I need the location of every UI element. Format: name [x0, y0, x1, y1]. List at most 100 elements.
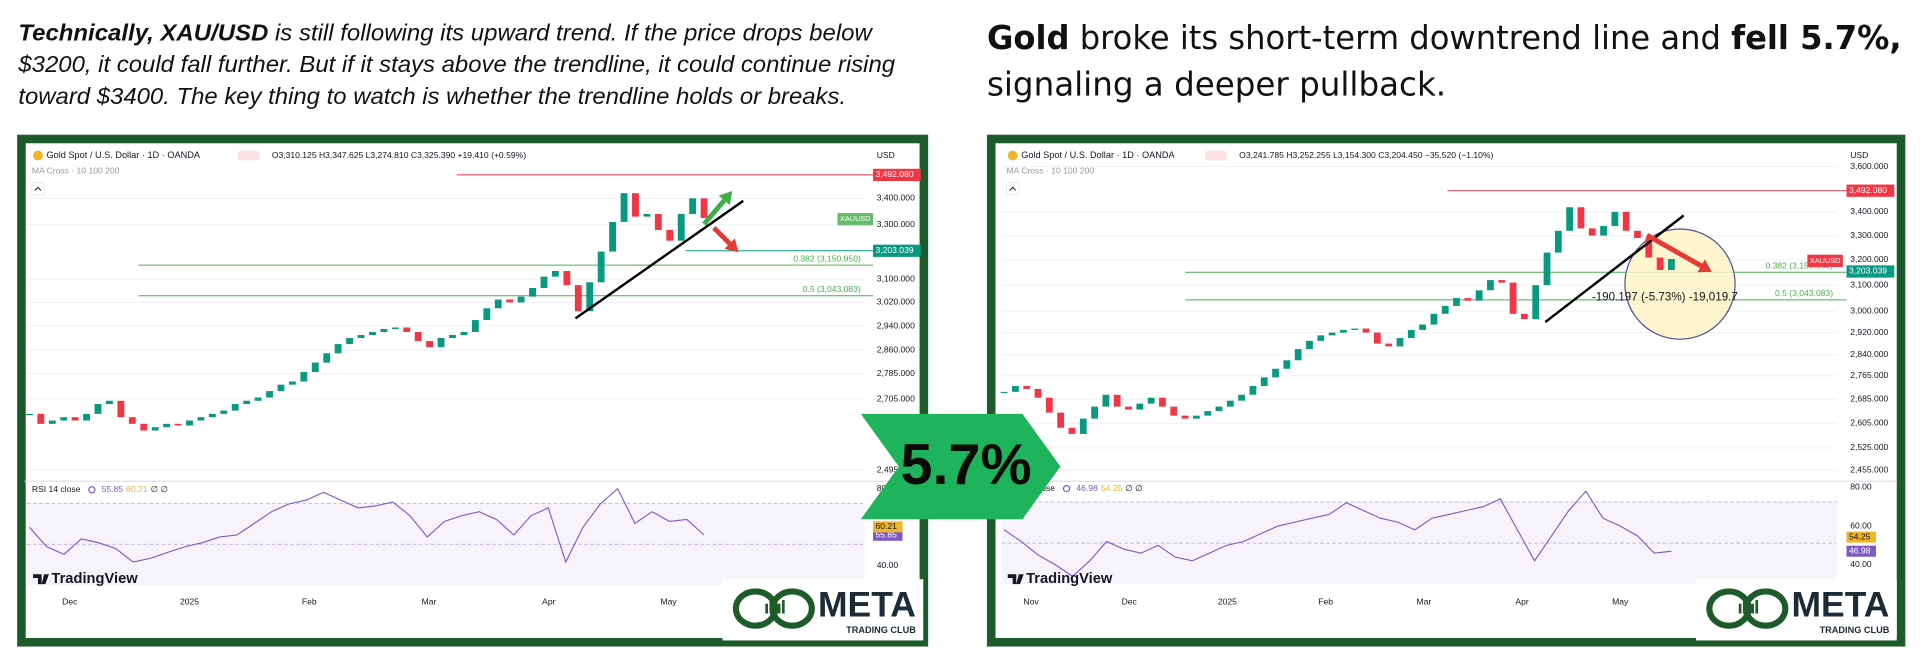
candle — [506, 299, 514, 303]
candle — [1272, 368, 1279, 378]
symbol-tag-label: XAUUSD — [1810, 256, 1841, 265]
logo-tagline: TRADING CLUB — [1820, 625, 1890, 635]
candle — [1543, 252, 1551, 286]
ohlc: O3,310.125 H3,347.625 L3,274.810 C3,325.… — [272, 150, 526, 160]
candle — [380, 328, 388, 332]
candle — [1419, 324, 1426, 330]
candle — [186, 420, 193, 426]
rsi-tag — [873, 529, 903, 541]
logo-bar — [769, 600, 773, 614]
logo-name: META — [1791, 585, 1889, 625]
candle — [323, 353, 331, 363]
candle — [1204, 411, 1212, 416]
candle — [1192, 415, 1200, 419]
price-tag-label: 3,203.039 — [1849, 266, 1887, 276]
candle — [25, 413, 33, 416]
arrow-shaft — [712, 226, 732, 246]
measure-annotation: -190.197 (-5.73%) -19,019.7 — [1592, 291, 1738, 304]
candle — [1407, 329, 1415, 339]
arrow-shaft — [702, 198, 727, 226]
caption-segment: broke its short-term downtrend line and — [1070, 18, 1732, 57]
fib-label: 0.382 (3,150.950) — [793, 253, 861, 263]
rsi-label: RSI 14 close — [32, 484, 81, 494]
brand-icon — [33, 574, 49, 585]
candle — [106, 400, 113, 405]
y-tick-label: 2,685.000 — [1850, 393, 1888, 403]
x-tick-label: May — [660, 597, 677, 607]
candle — [48, 420, 56, 424]
candle — [1509, 282, 1517, 314]
candle — [1091, 406, 1098, 419]
y-tick-label: 3,100.000 — [1850, 279, 1888, 289]
logo-bar — [1742, 600, 1746, 614]
caption-segment: toward $3400. The key thing to watch is … — [18, 83, 846, 109]
candle — [563, 271, 571, 286]
candle — [1260, 377, 1268, 387]
symbol-tag-label: XAUUSD — [840, 214, 871, 223]
price-tag — [873, 244, 921, 257]
caption-line: signaling a deeper pullback. — [987, 64, 1446, 103]
candle — [1159, 397, 1166, 407]
caption-segment: signaling a deeper pullback. — [987, 64, 1446, 103]
candle — [140, 423, 148, 431]
candle — [586, 282, 594, 312]
arrow-head — [718, 191, 733, 206]
logo-bar — [1747, 596, 1750, 614]
y-tick-label: 2,765.000 — [1850, 370, 1888, 380]
fib-label: 0.5 (3,043.083) — [803, 284, 861, 294]
candle — [1057, 412, 1065, 428]
x-tick-label: May — [1612, 597, 1629, 607]
candle — [700, 198, 708, 218]
candle — [391, 327, 399, 329]
rsi-tick-label: 80.00 — [1850, 482, 1872, 492]
y-tick-label: 2,920.000 — [1850, 327, 1888, 337]
candle — [1588, 228, 1596, 236]
y-tick-label: 2,840.000 — [1850, 349, 1888, 359]
brand: TradingView — [1026, 571, 1113, 587]
candle — [1453, 298, 1460, 306]
logo-bar — [773, 596, 777, 614]
rsi-reading: 55.85 — [102, 484, 124, 494]
rsi-tag — [1846, 545, 1876, 557]
rsi-tag-label: 54.25 — [1849, 531, 1871, 541]
caption-line: Technically, XAU/USD is still following … — [18, 19, 873, 45]
candle — [60, 417, 68, 421]
candle — [254, 397, 262, 401]
logo-bar — [781, 600, 785, 614]
candle — [300, 371, 308, 382]
candle — [677, 213, 685, 241]
logo-tagline: TRADING CLUB — [846, 625, 916, 635]
collapse-chevron — [34, 186, 42, 191]
header-pill — [237, 150, 260, 161]
candle — [483, 308, 491, 321]
candle — [334, 344, 342, 354]
y-tick-label: 3,000.000 — [1850, 305, 1888, 315]
y-tick-label: 2,455.000 — [1850, 465, 1888, 475]
candle — [1487, 280, 1494, 291]
x-tick-label: 2025 — [180, 597, 199, 607]
x-tick-label: Apr — [542, 597, 555, 607]
logo-bar — [1755, 600, 1759, 614]
candle — [1441, 305, 1449, 314]
x-tick-label: Mar — [422, 597, 437, 607]
y-tick-label: 2,605.000 — [1850, 417, 1888, 427]
logo-loop — [1743, 588, 1789, 629]
price-tag-label: 3,492.080 — [876, 169, 914, 179]
logo-bar — [1738, 603, 1742, 614]
x-tick-label: 2025 — [1218, 597, 1237, 607]
header-pill — [1204, 150, 1227, 161]
candle — [1238, 394, 1246, 401]
caption-segment: Gold — [987, 18, 1070, 57]
rsi-tag — [1846, 531, 1876, 543]
candle — [1170, 406, 1178, 416]
fib-label: 0.382 (3,150.950) — [1765, 260, 1833, 270]
candle — [1464, 298, 1472, 301]
ohlc: O3,241.785 H3,252.255 L3,154.300 C3,204.… — [1239, 150, 1493, 160]
candle — [1283, 360, 1291, 369]
candle — [494, 299, 502, 309]
candle — [1249, 386, 1257, 395]
candle — [1622, 211, 1630, 231]
candle — [1000, 391, 1008, 394]
candle — [1554, 230, 1562, 253]
rsi-tick-label: 40.00 — [877, 560, 899, 570]
